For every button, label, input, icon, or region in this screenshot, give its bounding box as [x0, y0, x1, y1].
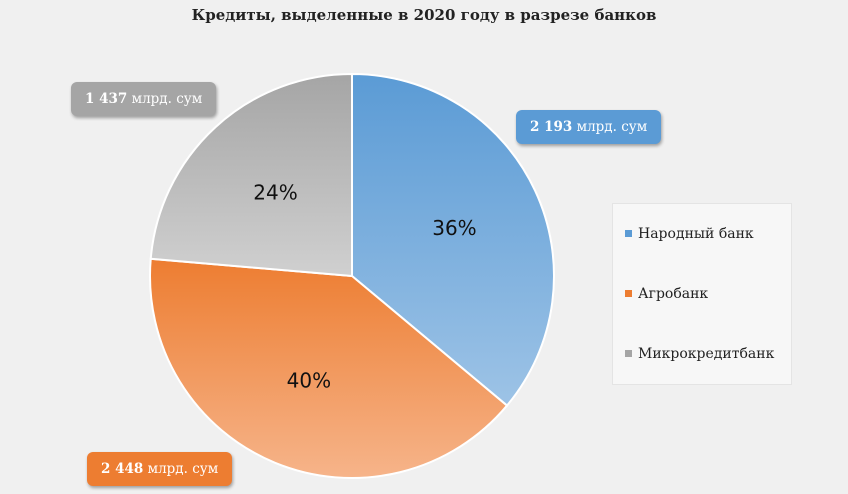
percent-label: 24%: [253, 181, 297, 205]
callout-value: 1 437: [85, 91, 128, 107]
slice-agrobank: [149, 257, 509, 479]
callout-agrobank: 2 448 млрд. сум: [87, 452, 233, 486]
callout-value: 2 448: [101, 461, 144, 477]
legend-item-narodny[interactable]: Народный банк: [625, 226, 754, 242]
legend-swatch: [625, 289, 632, 297]
percent-label: 36%: [432, 216, 476, 240]
legend-label: Микрокредитбанк: [638, 346, 775, 362]
legend-swatch: [625, 349, 632, 357]
slice-mikrokredit: [149, 72, 353, 278]
legend-item-agrobank[interactable]: Агробанк: [625, 286, 708, 302]
callout-mikrokredit: 1 437 млрд. сум: [71, 82, 217, 116]
slice-narodny: [351, 72, 555, 407]
callout-unit: млрд. сум: [147, 461, 219, 477]
callout-narodny: 2 193 млрд. сум: [516, 110, 662, 144]
legend-item-mikrokredit[interactable]: Микрокредитбанк: [625, 346, 774, 362]
callout-unit: млрд. сум: [131, 91, 203, 107]
legend: Народный банк Агробанк Микрокредитбанк: [612, 203, 792, 385]
legend-label: Агробанк: [638, 286, 709, 302]
callout-value: 2 193: [530, 119, 573, 135]
legend-swatch: [625, 229, 632, 237]
percent-label: 40%: [287, 369, 331, 393]
callout-unit: млрд. сум: [576, 119, 648, 135]
chart-title: Кредиты, выделенные в 2020 году в разрез…: [191, 6, 657, 24]
legend-label: Народный банк: [638, 226, 754, 242]
